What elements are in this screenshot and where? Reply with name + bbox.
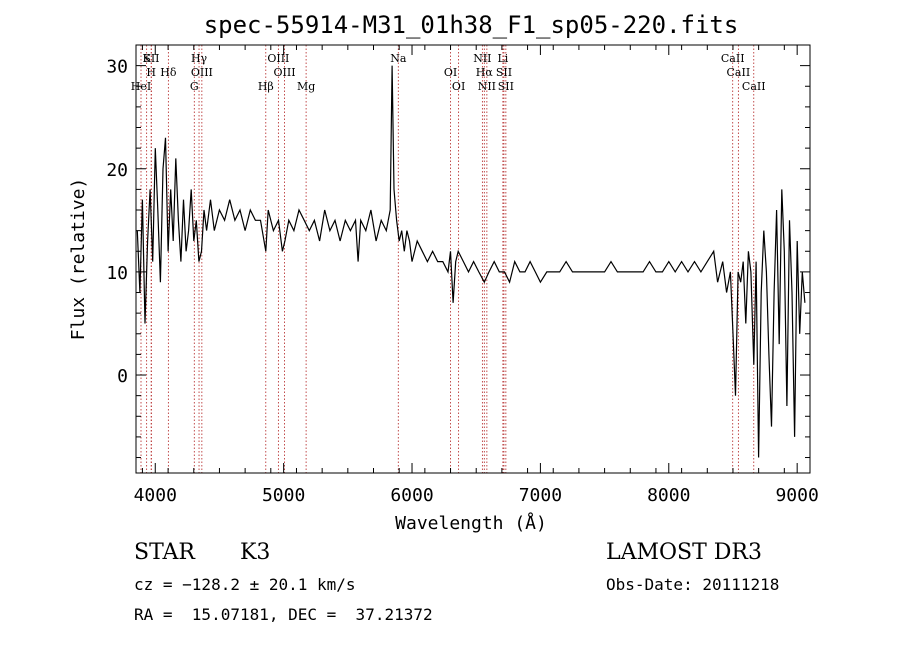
spectral-line-label: CaII — [727, 66, 751, 79]
x-tick-label: 5000 — [262, 485, 305, 506]
spectral-line-label: CaII — [742, 80, 766, 93]
x-tick-label: 8000 — [647, 485, 690, 506]
spectral-line-label: NII — [473, 52, 491, 65]
spectral-line-label: Mg — [297, 80, 315, 93]
survey-name: LAMOST DR3 — [606, 540, 762, 565]
spectral-line-label: Hγ — [191, 52, 208, 65]
y-tick-label: 20 — [106, 160, 128, 181]
spectral-line-label: Hα — [476, 66, 494, 79]
y-tick-label: 0 — [117, 366, 128, 387]
observation-date: Obs-Date: 20111218 — [606, 575, 780, 594]
y-axis-label: Flux (relative) — [68, 178, 89, 341]
spectral-line-label: OI — [444, 66, 457, 79]
spectral-line-label: HeI — [131, 80, 151, 93]
spectral-line-label: SII — [498, 80, 514, 93]
spectral-line-label: K — [143, 52, 152, 65]
spectral-line-label: SII — [496, 66, 512, 79]
object-class: STAR — [134, 540, 195, 565]
spectral-line-markers — [140, 45, 755, 473]
x-tick-label: 7000 — [519, 485, 562, 506]
x-tick-label: 9000 — [775, 485, 818, 506]
spectral-line-label: Na — [390, 52, 407, 65]
sky-coordinates: RA = 15.07181, DEC = 37.21372 — [134, 605, 433, 624]
axis-ticks: 4000 5000 6000 7000 8000 9000 0 10 20 30 — [106, 44, 819, 506]
spectral-line-label: NII — [478, 80, 496, 93]
chart-title: spec-55914-M31_01h38_F1_sp05-220.fits — [204, 11, 739, 39]
x-axis-label: Wavelength (Å) — [395, 512, 547, 534]
spectral-line-label: Hδ — [160, 66, 177, 79]
x-tick-label: 6000 — [390, 485, 433, 506]
spectral-line-label: G — [190, 80, 199, 93]
spectral-line-label: CaII — [721, 52, 745, 65]
spectral-line-label: OI — [452, 80, 465, 93]
velocity-readout: cz = −128.2 ± 20.1 km/s — [134, 575, 356, 594]
plot-frame — [135, 44, 811, 474]
spectral-line-label: Li — [497, 52, 508, 65]
x-tick-label: 4000 — [134, 485, 177, 506]
spectral-line-label: SII — [143, 52, 159, 65]
spectral-line-label: OIII — [191, 66, 213, 79]
spectral-line-label: OIII — [274, 66, 296, 79]
y-tick-label: 30 — [106, 57, 128, 78]
spectral-line-label: OIII — [267, 52, 289, 65]
spectral-line-labels: KHHeISIIHδGHγOIIIHβOIIIOIIIMgNaOIOINIIHα… — [131, 52, 766, 93]
y-tick-label: 10 — [106, 263, 128, 284]
object-subclass: K3 — [240, 540, 271, 565]
spectral-line-label: Hβ — [258, 80, 274, 93]
spectrum-line — [136, 65, 806, 458]
spectral-line-label: H — [146, 66, 156, 79]
